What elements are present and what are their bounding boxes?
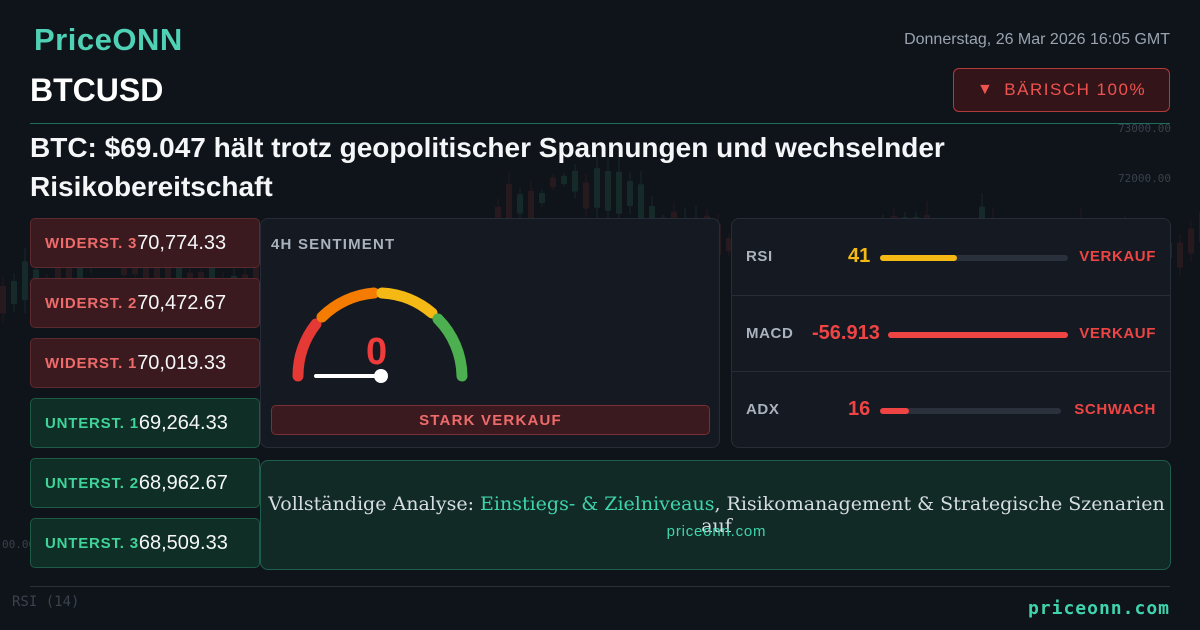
datetime: Donnerstag, 26 Mar 2026 16:05 GMT	[904, 31, 1170, 48]
level-resistance-2: WIDERST. 2 70,472.67	[30, 278, 260, 328]
indicator-macd: MACD -56.913 VERKAUF	[732, 295, 1170, 371]
bg-indicator-label: RSI (14)	[12, 594, 80, 610]
sentiment-panel: 4H SENTIMENT 0 STARK VERKAUF	[260, 218, 720, 448]
bg-candle-body	[506, 184, 512, 219]
indicator-signal: VERKAUF	[1079, 325, 1156, 342]
bg-candle-body	[605, 170, 611, 211]
brand-logo: PriceONN	[34, 22, 183, 57]
header-divider	[30, 123, 1170, 124]
ticker-symbol: BTCUSD	[30, 72, 164, 108]
bg-candle-body	[528, 190, 534, 222]
bg-candle-body	[638, 184, 644, 225]
indicator-bar-track	[880, 255, 1068, 261]
indicator-bar-fill	[888, 332, 1068, 338]
level-label: WIDERST. 2	[45, 294, 138, 312]
indicator-bar-track	[888, 332, 1068, 338]
cta-link[interactable]: priceonn.com	[666, 523, 767, 540]
cta-suffix: , Risikomanagement & Strategische Szenar…	[701, 493, 1165, 537]
bg-price-label: 72000.00	[1118, 172, 1171, 185]
gauge-segment-red	[292, 318, 322, 382]
level-resistance-1: WIDERST. 1 70,019.33	[30, 338, 260, 388]
bg-candle-body	[561, 175, 567, 185]
bg-candle-body	[627, 180, 633, 206]
indicator-name: RSI	[746, 248, 773, 265]
level-label: UNTERST. 1	[45, 414, 139, 432]
triangle-down-icon: ▼	[976, 81, 995, 98]
gauge-segment-yellow	[376, 287, 438, 319]
level-value: 70,019.33	[137, 351, 227, 374]
gauge-segment-orange	[316, 287, 380, 323]
level-resistance-3: WIDERST. 3 70,774.33	[30, 218, 260, 268]
indicators-panel: RSI 41 VERKAUF MACD -56.913 VERKAUF ADX …	[731, 218, 1171, 448]
bias-badge: ▼ BÄRISCH 100%	[953, 68, 1170, 112]
indicator-signal: SCHWACH	[1074, 401, 1156, 418]
bg-candle-body	[726, 237, 732, 252]
level-label: WIDERST. 3	[45, 234, 138, 252]
indicator-bar-fill	[880, 408, 909, 414]
gauge-pivot	[374, 369, 388, 383]
sentiment-title: 4H SENTIMENT	[271, 236, 396, 253]
bg-candle-body	[539, 193, 545, 204]
level-value: 70,774.33	[137, 231, 227, 254]
indicator-value: -56.913	[812, 322, 880, 344]
cta-highlight: Einstiegs- & Zielniveaus	[480, 493, 715, 515]
level-support-1: UNTERST. 1 69,264.33	[30, 398, 260, 448]
indicator-value: 16	[848, 398, 871, 420]
headline: BTC: $69.047 hält trotz geopolitischer S…	[30, 132, 945, 202]
bg-candle-body	[572, 170, 578, 192]
bg-candle-body	[55, 259, 61, 291]
level-value: 69,264.33	[138, 411, 228, 434]
indicator-adx: ADX 16 SCHWACH	[732, 371, 1170, 447]
level-value: 68,509.33	[138, 531, 228, 554]
bg-candle-body	[1188, 228, 1194, 254]
indicator-rsi: RSI 41 VERKAUF	[732, 219, 1170, 295]
cta-prefix: Vollständige Analyse:	[268, 493, 481, 515]
cta-text: Vollständige Analyse: Einstiegs- & Zieln…	[261, 493, 1172, 537]
bg-candle-body	[66, 264, 72, 290]
indicator-bar-track	[880, 408, 1061, 414]
level-label: WIDERST. 1	[45, 354, 138, 372]
bg-candle-body	[11, 280, 17, 305]
bg-candle-body	[517, 194, 523, 214]
level-label: UNTERST. 2	[45, 474, 139, 492]
bg-candle-body	[165, 259, 171, 284]
bias-label: BÄRISCH 100%	[1004, 80, 1147, 99]
bg-candle-body	[22, 261, 28, 301]
sentiment-value: 0	[366, 331, 388, 373]
sentiment-gauge	[292, 287, 468, 383]
sentiment-label: STARK VERKAUF	[271, 405, 710, 435]
level-label: UNTERST. 3	[45, 534, 139, 552]
bg-candle-body	[583, 182, 589, 209]
gauge-segment-green	[432, 313, 468, 382]
level-support-2: UNTERST. 2 68,962.67	[30, 458, 260, 508]
bg-price-label: 73000.00	[1118, 122, 1171, 135]
bg-candle-body	[550, 177, 556, 188]
price-levels: WIDERST. 3 70,774.33 WIDERST. 2 70,472.67 …	[30, 218, 260, 578]
level-value: 68,962.67	[138, 471, 228, 494]
analysis-cta[interactable]: Vollständige Analyse: Einstiegs- & Zieln…	[260, 460, 1171, 570]
bg-candle-body	[176, 263, 182, 286]
level-support-3: UNTERST. 3 68,509.33	[30, 518, 260, 568]
level-value: 70,472.67	[137, 291, 227, 314]
indicator-signal: VERKAUF	[1079, 248, 1156, 265]
bg-candle-body	[616, 171, 622, 214]
indicator-bar-fill	[880, 255, 958, 261]
footer-link[interactable]: priceonn.com	[1027, 598, 1170, 619]
indicator-name: MACD	[746, 325, 794, 342]
bg-price-label: 00.00	[2, 538, 36, 551]
indicator-value: 41	[848, 245, 871, 267]
bg-candle-body	[1177, 242, 1183, 268]
bg-candle-body	[198, 271, 204, 283]
bg-candle-body	[0, 286, 6, 314]
bg-candle-body	[209, 258, 215, 291]
bg-candle-body	[594, 168, 600, 208]
indicator-name: ADX	[746, 401, 780, 418]
footer-divider	[30, 586, 1170, 587]
bg-candle-body	[143, 262, 149, 283]
